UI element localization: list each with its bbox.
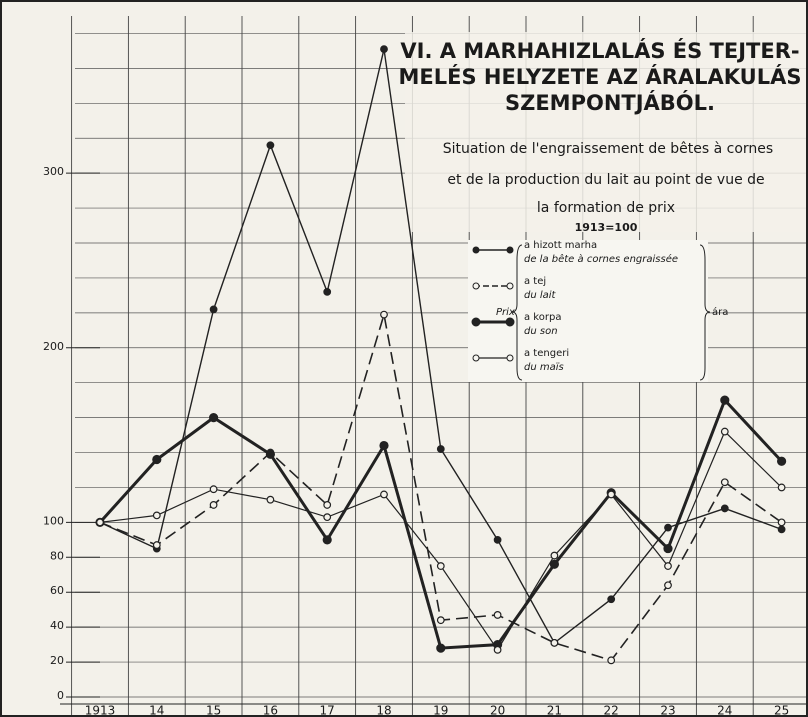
- legend-label-fr: du son: [524, 326, 558, 337]
- legend-label: a tengeri: [524, 348, 569, 359]
- data-point: [493, 645, 502, 654]
- legend-label: a tej: [524, 276, 546, 287]
- x-tick-label: 19: [433, 704, 448, 717]
- data-point: [776, 456, 787, 466]
- data-point: [664, 523, 672, 532]
- y-tick-label: 100: [43, 514, 64, 527]
- legend-prefix: Prix: [496, 307, 515, 318]
- data-point: [720, 427, 729, 436]
- y-tick-label: 300: [43, 165, 64, 178]
- legend-marker: [505, 317, 515, 327]
- legend-label-fr: de la bête à cornes engraissée: [524, 253, 678, 265]
- data-point: [323, 501, 332, 509]
- data-point: [493, 535, 502, 544]
- annotation: 1913=100: [575, 221, 638, 234]
- data-point: [380, 45, 388, 54]
- data-point: [322, 535, 332, 545]
- x-tick-label: 14: [149, 704, 164, 717]
- legend-marker: [506, 354, 514, 362]
- y-tick-label: 20: [50, 654, 64, 667]
- data-point: [664, 562, 672, 570]
- subtitle-line: Situation de l'engraissement de bêtes à …: [443, 141, 773, 157]
- data-point: [209, 413, 219, 423]
- legend-label-fr: du lait: [524, 290, 557, 301]
- subtitle-line: la formation de prix: [537, 200, 675, 216]
- x-tick-label: 21: [547, 704, 562, 717]
- data-point: [777, 525, 786, 534]
- legend-brace: [511, 244, 523, 381]
- data-point: [323, 287, 332, 296]
- lines: a hizott marha de la bête à cornes engrai…: [95, 45, 787, 665]
- subtitle-line: et de la production du lait au point de …: [447, 172, 764, 188]
- legend-brace: [699, 244, 711, 381]
- y-tick-label: 80: [50, 549, 64, 562]
- data-point: [379, 440, 389, 451]
- data-point: [436, 616, 445, 625]
- data-point: [96, 518, 104, 527]
- data-point: [266, 141, 275, 150]
- data-point: [663, 543, 673, 554]
- legend-marker: [472, 246, 480, 254]
- data-point: [209, 501, 218, 509]
- data-point: [720, 478, 729, 487]
- data-point: [436, 445, 445, 453]
- data-point: [152, 454, 162, 465]
- data-point: [607, 595, 616, 604]
- data-point: [265, 449, 275, 459]
- legend-marker: [471, 317, 481, 327]
- title-line: SZEMPONTJÁBÓL.: [505, 90, 715, 115]
- data-point: [777, 483, 786, 492]
- x-tick-label: 15: [206, 704, 221, 717]
- data-point: [493, 611, 502, 619]
- y-tick-label: 0: [57, 689, 64, 702]
- data-point: [607, 490, 616, 499]
- x-tick-label: 22: [604, 704, 619, 717]
- y-tick-label: 40: [50, 619, 64, 632]
- x-tick-label: 20: [490, 704, 505, 717]
- data-point: [777, 518, 786, 527]
- data-point: [720, 504, 729, 513]
- data-point: [550, 638, 559, 647]
- title-backdrop: [405, 32, 808, 232]
- data-point: [549, 559, 560, 569]
- data-point: [209, 305, 218, 314]
- title-line: MELÉS HELYZETE AZ ÁRALAKULÁS: [398, 64, 801, 89]
- data-point: [720, 395, 730, 405]
- data-point: [436, 643, 446, 653]
- legend-marker: [472, 282, 480, 290]
- x-tick-label: 1913: [85, 704, 116, 717]
- data-point: [380, 490, 388, 499]
- legend-label: a hizott marha: [524, 240, 597, 251]
- x-tick-label: 24: [717, 704, 732, 717]
- legend-marker: [472, 354, 480, 362]
- legend-label-fr: du maïs: [524, 362, 564, 373]
- x-tick-label: 18: [376, 704, 391, 717]
- x-tick-label: 23: [660, 704, 675, 717]
- data-point: [380, 310, 388, 319]
- data-point: [152, 511, 161, 520]
- data-point: [266, 495, 275, 504]
- data-point: [664, 581, 672, 590]
- title-line: VI. A MARHAHIZLALÁS ÉS TEJTER-: [400, 38, 799, 63]
- data-point: [550, 551, 559, 560]
- x-tick-label: 25: [774, 704, 789, 717]
- legend-marker: [506, 282, 514, 290]
- data-point: [323, 513, 332, 522]
- y-tick-label: 60: [50, 584, 64, 597]
- legend-suffix: ára: [712, 306, 728, 318]
- legend-marker: [506, 246, 514, 254]
- data-point: [436, 562, 445, 570]
- data-point: [209, 485, 218, 494]
- data-point: [152, 541, 161, 549]
- x-tick-label: 16: [263, 704, 278, 717]
- legend-label: a korpa: [524, 312, 561, 323]
- y-tick-label: 200: [43, 340, 64, 353]
- x-tick-label: 17: [320, 704, 335, 717]
- data-point: [607, 656, 616, 665]
